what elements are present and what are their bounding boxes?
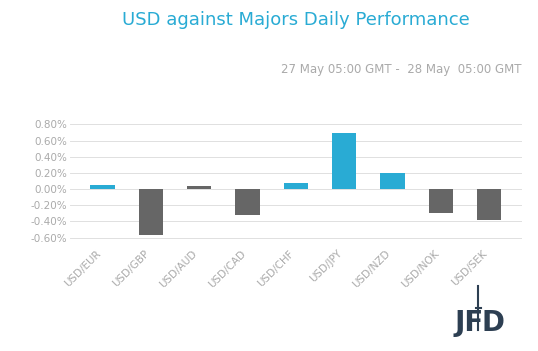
- Bar: [284, 183, 308, 189]
- Bar: [187, 186, 211, 189]
- Bar: [139, 189, 163, 235]
- Bar: [380, 173, 405, 189]
- Bar: [477, 189, 501, 220]
- Text: D: D: [482, 309, 505, 337]
- Bar: [429, 189, 453, 213]
- Bar: [332, 133, 356, 189]
- Text: 27 May 05:00 GMT -  28 May  05:00 GMT: 27 May 05:00 GMT - 28 May 05:00 GMT: [281, 63, 522, 76]
- Text: JF: JF: [455, 309, 484, 337]
- Bar: [90, 185, 115, 189]
- Text: USD against Majors Daily Performance: USD against Majors Daily Performance: [122, 11, 470, 28]
- Bar: [236, 189, 260, 215]
